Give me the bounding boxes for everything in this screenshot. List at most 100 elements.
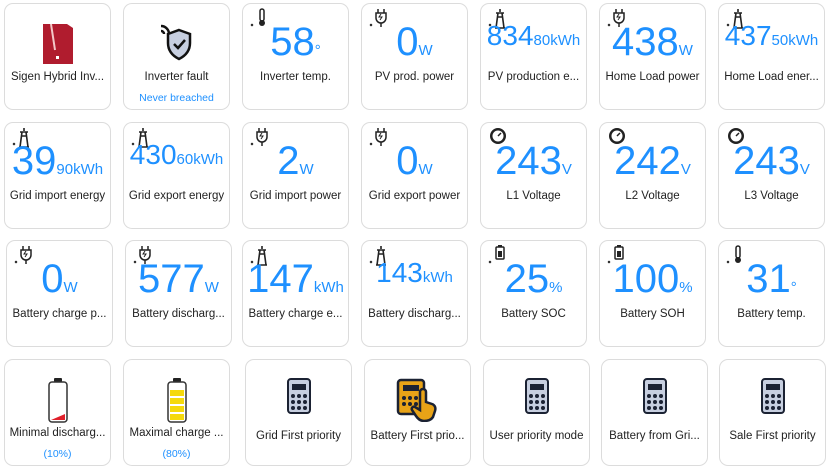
transmission-tower-icon <box>368 245 388 267</box>
battery-icon <box>487 245 507 267</box>
entity-label: Grid import energy <box>9 190 106 202</box>
value-number: 430 <box>129 139 177 170</box>
entity-card-home-load-power[interactable]: 438W Home Load power <box>599 3 706 110</box>
value-unit: W <box>63 279 78 296</box>
entity-label: Battery First prio... <box>370 430 465 442</box>
entity-card-pv-prod-power[interactable]: 0W PV prod. power <box>361 3 468 110</box>
calculator-icon <box>524 378 549 419</box>
value-unit: ° <box>314 42 321 59</box>
entity-label: Battery SOC <box>501 308 566 320</box>
value-number: 834 <box>486 20 534 51</box>
entity-card-grid-first-priority[interactable]: Grid First priority <box>245 359 352 466</box>
entity-card-battery-charge-e[interactable]: 147kWh Battery charge e... <box>242 240 349 347</box>
entity-value: 43750kWh <box>719 22 824 50</box>
entity-card-home-load-ener[interactable]: 43750kWh Home Load ener... <box>718 3 825 110</box>
entity-label: PV production e... <box>487 71 580 83</box>
entity-value: 0W <box>7 259 112 299</box>
entity-value: 243V <box>481 141 586 181</box>
entity-card-battery-discharg[interactable]: 577W Battery discharg... <box>125 240 232 347</box>
calculator-icon <box>760 378 785 419</box>
entity-card-grid-export-power[interactable]: 0W Grid export power <box>361 122 468 229</box>
entity-card-l3-voltage[interactable]: 243V L3 Voltage <box>718 122 825 229</box>
value-number: 243 <box>495 139 562 183</box>
entity-card-user-priority-mode[interactable]: User priority mode <box>483 359 590 466</box>
entity-card-battery-charge-p[interactable]: 0W Battery charge p... <box>6 240 113 347</box>
plug-icon <box>13 245 33 267</box>
plug-icon <box>249 127 269 149</box>
plug-icon <box>368 8 388 30</box>
value-number: 0 <box>396 20 419 64</box>
value-number: 243 <box>733 139 800 183</box>
value-number: 438 <box>612 20 679 64</box>
entity-value: 43060kWh <box>124 141 229 169</box>
entity-card-maximal-charge[interactable]: Maximal charge ... (80%) <box>123 359 230 466</box>
transmission-tower-icon <box>130 127 150 149</box>
entity-value: 3990kWh <box>5 141 110 181</box>
entity-label: Battery charge e... <box>248 308 343 320</box>
plug-icon <box>606 8 626 30</box>
plug-icon <box>132 245 152 267</box>
entity-value: 0W <box>362 22 467 62</box>
entity-card-battery-from-gri[interactable]: Battery from Gri... <box>601 359 708 466</box>
entity-card-grid-import-energy[interactable]: 3990kWh Grid import energy <box>4 122 111 229</box>
entity-status: (10%) <box>43 448 72 460</box>
entity-value: 58° <box>243 22 348 62</box>
value-unit: 60kWh <box>176 151 224 168</box>
entity-label: Sale First priority <box>729 430 816 442</box>
thermometer-icon <box>249 8 269 30</box>
calculator-pointer-icon <box>396 378 440 427</box>
entity-card-grid-export-energy[interactable]: 43060kWh Grid export energy <box>123 122 230 229</box>
entity-card-minimal-discharg[interactable]: Minimal discharg... (10%) <box>4 359 111 466</box>
value-number: 0 <box>396 139 419 183</box>
entity-label: Grid import power <box>249 190 342 202</box>
value-unit: W <box>299 161 314 178</box>
entity-card-sigen-hybrid-inv[interactable]: Sigen Hybrid Inv... <box>4 3 111 110</box>
entity-card-battery-soc[interactable]: 25% Battery SOC <box>480 240 587 347</box>
entity-label: L2 Voltage <box>625 190 680 202</box>
transmission-tower-icon <box>249 245 269 267</box>
value-unit: 90kWh <box>56 161 104 178</box>
entity-value: 100% <box>600 259 705 299</box>
entity-card-inverter-fault[interactable]: Inverter fault Never breached <box>123 3 230 110</box>
entity-card-battery-temp[interactable]: 31° Battery temp. <box>718 240 825 347</box>
entity-label: Minimal discharg... <box>9 427 106 439</box>
plug-icon <box>368 127 388 149</box>
entity-card-grid-import-power[interactable]: 2W Grid import power <box>242 122 349 229</box>
entity-card-l1-voltage[interactable]: 243V L1 Voltage <box>480 122 587 229</box>
entity-card-battery-soh[interactable]: 100% Battery SOH <box>599 240 706 347</box>
value-unit: W <box>418 161 433 178</box>
value-unit: kWh <box>313 279 344 296</box>
entity-card-sale-first-priority[interactable]: Sale First priority <box>719 359 826 466</box>
entity-value: 243V <box>719 141 824 181</box>
value-unit: W <box>204 279 219 296</box>
shield-check-icon <box>157 22 197 67</box>
battery-low-icon <box>47 378 68 429</box>
entity-card-l2-voltage[interactable]: 242V L2 Voltage <box>599 122 706 229</box>
entity-label: Battery charge p... <box>12 308 107 320</box>
battery-high-icon <box>166 378 187 429</box>
value-unit: kWh <box>422 269 453 286</box>
entity-label: Battery temp. <box>737 308 806 320</box>
entity-card-battery-first-prio[interactable]: Battery First prio... <box>364 359 471 466</box>
entity-card-battery-discharg[interactable]: 143kWh Battery discharg... <box>361 240 468 347</box>
entity-label: Grid export power <box>368 190 461 202</box>
entity-value: 2W <box>243 141 348 181</box>
gauge-icon <box>606 127 626 149</box>
entity-card-pv-production-e[interactable]: 83480kWh PV production e... <box>480 3 587 110</box>
entity-value: 577W <box>126 259 231 299</box>
value-number: 437 <box>724 20 772 51</box>
battery-icon <box>606 245 626 267</box>
transmission-tower-icon <box>725 8 745 30</box>
entity-status: Never breached <box>139 92 214 104</box>
transmission-tower-icon <box>11 127 31 149</box>
value-unit: V <box>799 161 810 178</box>
entity-card-inverter-temp[interactable]: 58° Inverter temp. <box>242 3 349 110</box>
entity-value: 242V <box>600 141 705 181</box>
entity-label: L3 Voltage <box>744 190 799 202</box>
value-number: 143 <box>376 257 423 288</box>
value-number: 577 <box>138 257 205 301</box>
value-unit: V <box>680 161 691 178</box>
value-unit: ° <box>790 279 797 296</box>
entity-label: Maximal charge ... <box>129 427 224 439</box>
entity-label: Sigen Hybrid Inv... <box>10 71 105 83</box>
